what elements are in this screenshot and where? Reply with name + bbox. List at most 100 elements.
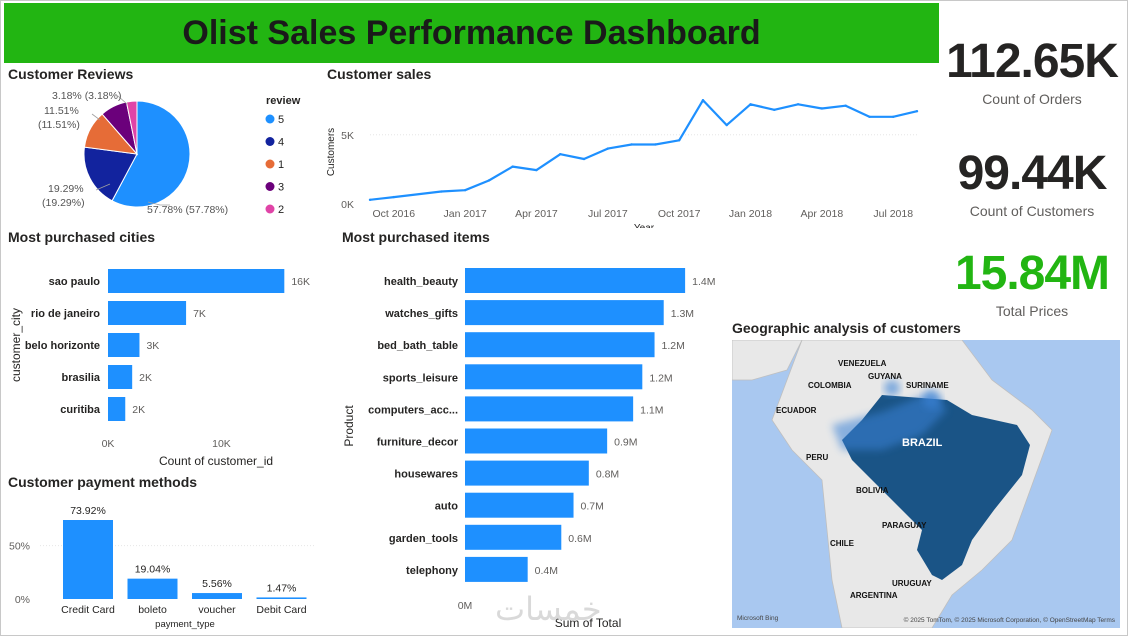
city-bar bbox=[108, 333, 140, 357]
pay-category-label: voucher bbox=[198, 604, 236, 616]
pie-label-4-pct: (19.29%) bbox=[42, 197, 85, 209]
city-bar bbox=[108, 301, 187, 325]
pay-category-label: Credit Card bbox=[61, 604, 115, 616]
pie-leader-line-5 bbox=[147, 201, 170, 206]
line-point bbox=[535, 168, 538, 172]
map-heat-north bbox=[832, 390, 947, 450]
kpi-customers-label: Count of Customers bbox=[969, 203, 1095, 219]
item-data-label: 1.4M bbox=[692, 276, 715, 288]
city-bar bbox=[108, 269, 285, 293]
item-bar bbox=[465, 268, 686, 293]
pie-legend-label-3: 3 bbox=[278, 182, 284, 194]
line-point bbox=[677, 139, 681, 142]
city-data-label: 7K bbox=[193, 308, 206, 320]
item-bar bbox=[465, 492, 574, 518]
line-point bbox=[582, 157, 586, 161]
map-country-label-ecuador: ECUADOR bbox=[776, 406, 817, 415]
line-point bbox=[606, 147, 610, 150]
line-point bbox=[773, 108, 776, 112]
city-bar bbox=[108, 365, 133, 389]
kpi-price-value: 15.84M bbox=[954, 247, 1110, 300]
item-bar bbox=[465, 396, 634, 422]
line-point bbox=[463, 188, 467, 192]
city-x-axis-label: Count of customer_id bbox=[159, 454, 273, 468]
kpi-price-label: Total Prices bbox=[995, 303, 1069, 319]
line-x-tick-7: Jul 2018 bbox=[873, 208, 913, 220]
line-point bbox=[725, 123, 728, 127]
item-category-label: garden_tools bbox=[389, 533, 458, 545]
item-category-label: sports_leisure bbox=[383, 372, 458, 384]
line-point bbox=[487, 179, 491, 182]
map-country-label-peru: PERU bbox=[806, 453, 828, 462]
item-data-label: 0.8M bbox=[596, 469, 619, 481]
reviews-pie-chart: 57.78% (57.78%) 19.29% (19.29%) 11.51% (11.5… bbox=[38, 90, 301, 216]
payment-column-chart: 0% 50% 73.92% Credit Card 19.04% boleto 5.56% v… bbox=[9, 505, 315, 630]
city-data-label: 2K bbox=[139, 372, 152, 384]
item-category-label: telephony bbox=[406, 565, 459, 577]
line-x-tick-0: Oct 2016 bbox=[372, 208, 415, 220]
item-bar bbox=[465, 428, 608, 454]
pay-column bbox=[256, 597, 307, 599]
line-x-tick-6: Apr 2018 bbox=[801, 208, 844, 220]
pie-leader-line-4 bbox=[95, 183, 111, 191]
pie-legend-marker-3 bbox=[265, 182, 275, 191]
city-category-label: curitiba bbox=[60, 404, 101, 416]
pay-data-label: 5.56% bbox=[202, 578, 232, 590]
pay-data-label: 73.92% bbox=[70, 505, 106, 517]
cities-bar-chart: sao paulo 16K rio de janeiro 7K belo horizon… bbox=[9, 269, 310, 468]
line-point bbox=[796, 103, 800, 106]
reviews-chart-title: Customer Reviews bbox=[8, 66, 134, 82]
item-category-label: watches_gifts bbox=[384, 308, 458, 320]
line-point bbox=[844, 104, 847, 107]
pie-legend-title: review bbox=[266, 95, 301, 107]
cities-chart-title: Most purchased cities bbox=[8, 229, 156, 245]
line-point bbox=[868, 115, 871, 118]
line-point bbox=[820, 107, 824, 110]
map-country-label-chile: CHILE bbox=[830, 539, 855, 548]
map-country-label-uruguay: URUGUAY bbox=[892, 579, 932, 588]
map-landmass-north bbox=[732, 340, 803, 381]
map-attribution: © 2025 TomTom, © 2025 Microsoft Corporat… bbox=[904, 616, 1116, 624]
items-bar-chart: health_beauty 1.4M watches_gifts 1.3M bed_ba… bbox=[342, 268, 715, 630]
customers-map[interactable]: VENEZUELA GUYANA SURINAME COLOMBIA ECUADOR PE… bbox=[732, 340, 1120, 628]
line-x-tick-3: Jul 2017 bbox=[588, 208, 628, 220]
pie-slice-4 bbox=[83, 146, 138, 202]
city-category-label: belo horizonte bbox=[25, 340, 100, 352]
line-point bbox=[892, 115, 895, 118]
kpi-customers-value: 99.44K bbox=[957, 147, 1108, 200]
pie-legend-label-2: 2 bbox=[278, 204, 284, 216]
pie-legend-marker-2 bbox=[265, 204, 275, 214]
item-bar bbox=[465, 556, 528, 582]
pay-y-tick-0: 0% bbox=[15, 594, 30, 606]
city-category-label: rio de janeiro bbox=[31, 308, 100, 320]
map-provider-logo: Microsoft Bing bbox=[737, 615, 779, 622]
pie-leader-line-1 bbox=[91, 113, 101, 121]
sales-chart-title: Customer sales bbox=[327, 66, 432, 82]
item-bar bbox=[465, 300, 664, 326]
line-series-customers bbox=[369, 99, 918, 201]
item-bar bbox=[465, 460, 589, 486]
line-x-tick-1: Jan 2017 bbox=[444, 208, 487, 220]
item-bar bbox=[465, 364, 643, 390]
line-y-tick-0: 0K bbox=[341, 199, 354, 211]
pie-legend-label-5: 5 bbox=[278, 114, 284, 126]
city-category-label: sao paulo bbox=[49, 276, 101, 288]
item-category-label: furniture_decor bbox=[377, 437, 459, 449]
map-country-label-bolivia: BOLIVIA bbox=[856, 486, 889, 495]
pie-label-4: 19.29% bbox=[48, 183, 84, 195]
city-x-tick-1: 10K bbox=[212, 438, 231, 450]
map-title: Geographic analysis of customers bbox=[732, 320, 961, 336]
city-bar bbox=[108, 397, 126, 421]
item-data-label: 1.3M bbox=[671, 308, 694, 320]
line-y-tick-1: 5K bbox=[341, 130, 354, 142]
item-data-label: 0.4M bbox=[535, 565, 558, 577]
line-point bbox=[654, 143, 657, 146]
map-heat-spot bbox=[923, 391, 941, 409]
map-country-label-paraguay: PARAGUAY bbox=[882, 521, 927, 530]
line-x-tick-4: Oct 2017 bbox=[658, 208, 701, 220]
line-x-tick-5: Jan 2018 bbox=[729, 208, 772, 220]
line-y-axis-label: Customers bbox=[326, 128, 337, 176]
pay-data-label: 1.47% bbox=[267, 582, 297, 594]
kpi-orders-label: Count of Orders bbox=[982, 91, 1082, 107]
pie-label-5: 57.78% (57.78%) bbox=[147, 204, 228, 216]
